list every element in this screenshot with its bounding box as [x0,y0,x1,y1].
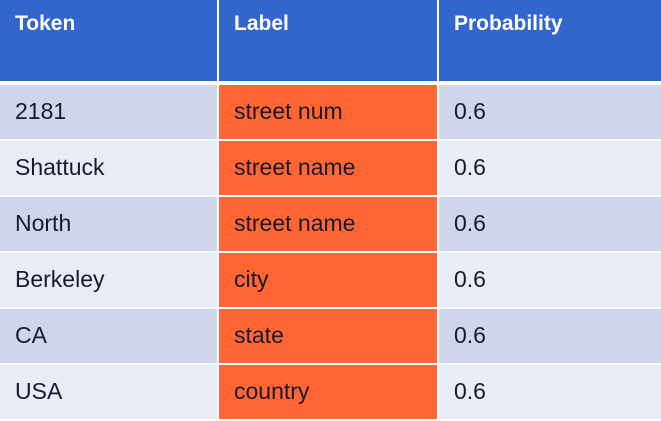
probability-cell: 0.6 [439,309,661,365]
label-cell: street num [219,85,439,141]
label-cell: street name [219,197,439,253]
label-cell: country [219,365,439,421]
table-row: USA country 0.6 [0,365,661,421]
token-cell: Berkeley [0,253,219,309]
label-cell: city [219,253,439,309]
probability-cell: 0.6 [439,253,661,309]
token-cell: North [0,197,219,253]
label-cell: street name [219,141,439,197]
probability-cell: 0.6 [439,365,661,421]
table-row: CA state 0.6 [0,309,661,365]
table-row: North street name 0.6 [0,197,661,253]
token-cell: CA [0,309,219,365]
header-label: Label [219,0,439,85]
table-row: Shattuck street name 0.6 [0,141,661,197]
probability-cell: 0.6 [439,141,661,197]
table-body: 2181 street num 0.6 Shattuck street name… [0,85,661,421]
table-header: Token Label Probability [0,0,661,85]
token-cell: USA [0,365,219,421]
probability-cell: 0.6 [439,85,661,141]
table-row: Berkeley city 0.6 [0,253,661,309]
token-cell: Shattuck [0,141,219,197]
label-cell: state [219,309,439,365]
header-token: Token [0,0,219,85]
token-cell: 2181 [0,85,219,141]
header-probability: Probability [439,0,661,85]
probability-cell: 0.6 [439,197,661,253]
table-row: 2181 street num 0.6 [0,85,661,141]
header-row: Token Label Probability [0,0,661,85]
